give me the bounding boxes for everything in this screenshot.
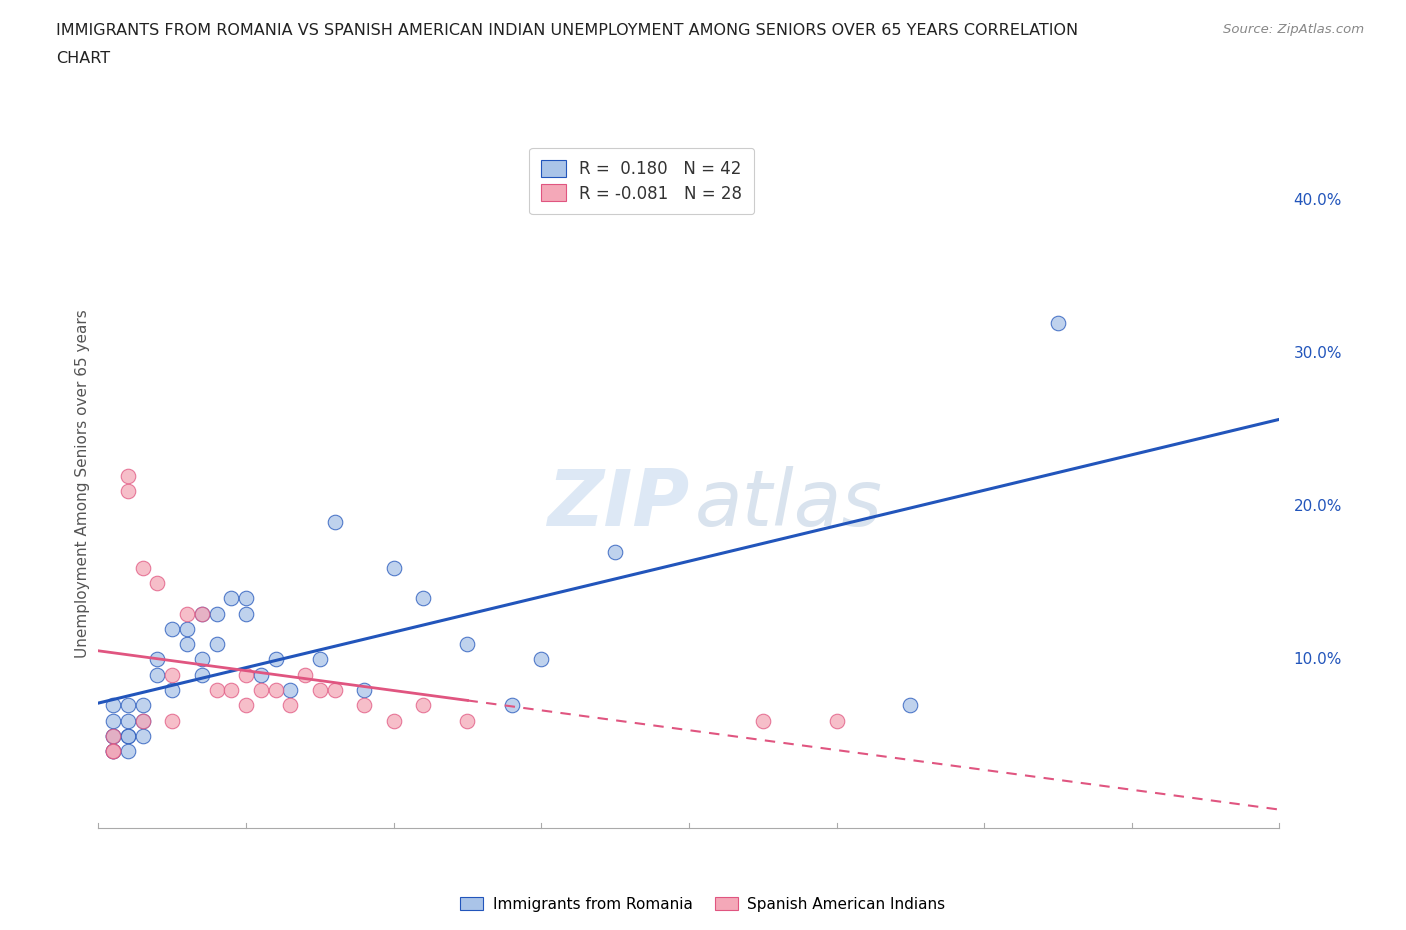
Point [278,698,301,712]
Point [294,668,316,683]
Point [117,744,139,759]
Point [103,744,124,759]
Point [132,560,155,575]
Point [191,606,214,621]
Point [205,683,228,698]
Point [191,606,214,621]
Point [382,560,405,575]
Point [103,744,124,759]
Point [323,514,346,529]
Point [162,683,183,698]
Point [353,698,375,712]
Point [235,606,257,621]
Point [146,668,169,683]
Y-axis label: Unemployment Among Seniors over 65 years: Unemployment Among Seniors over 65 years [75,309,90,658]
Point [264,683,287,698]
Point [103,728,124,743]
Point [162,621,183,636]
Point [264,652,287,667]
Point [117,698,139,712]
Point [323,683,346,698]
Point [219,591,242,605]
Point [117,484,139,498]
Point [250,668,273,683]
Point [278,683,301,698]
Text: CHART: CHART [56,51,110,66]
Point [103,713,124,728]
Point [191,652,214,667]
Point [412,698,434,712]
Point [382,713,405,728]
Point [412,591,434,605]
Point [605,545,627,560]
Point [146,576,169,591]
Point [235,591,257,605]
Point [162,668,183,683]
Point [117,728,139,743]
Legend: R =  0.180   N = 42, R = -0.081   N = 28: R = 0.180 N = 42, R = -0.081 N = 28 [530,148,754,214]
Point [132,698,155,712]
Point [353,683,375,698]
Point [117,469,139,484]
Point [103,744,124,759]
Point [191,668,214,683]
Text: atlas: atlas [695,466,883,542]
Point [219,683,242,698]
Text: 20.0%: 20.0% [1294,499,1341,514]
Point [456,713,478,728]
Point [308,652,332,667]
Point [103,698,124,712]
Point [146,652,169,667]
Point [205,637,228,652]
Point [235,698,257,712]
Point [308,683,332,698]
Point [117,728,139,743]
Point [751,713,773,728]
Text: 40.0%: 40.0% [1294,193,1341,208]
Point [132,713,155,728]
Text: ZIP: ZIP [547,466,689,542]
Point [103,744,124,759]
Point [235,668,257,683]
Text: 30.0%: 30.0% [1294,346,1343,361]
Point [176,621,198,636]
Text: 10.0%: 10.0% [1294,652,1341,667]
Point [501,698,523,712]
Point [162,713,183,728]
Point [103,728,124,743]
Point [898,698,921,712]
Point [132,728,155,743]
Point [456,637,478,652]
Point [103,728,124,743]
Point [176,606,198,621]
Point [1046,315,1069,330]
Point [132,713,155,728]
Point [176,637,198,652]
Text: IMMIGRANTS FROM ROMANIA VS SPANISH AMERICAN INDIAN UNEMPLOYMENT AMONG SENIORS OV: IMMIGRANTS FROM ROMANIA VS SPANISH AMERI… [56,23,1078,38]
Point [205,606,228,621]
Point [250,683,273,698]
Point [117,713,139,728]
Point [530,652,553,667]
Legend: Immigrants from Romania, Spanish American Indians: Immigrants from Romania, Spanish America… [454,890,952,918]
Point [825,713,848,728]
Text: Source: ZipAtlas.com: Source: ZipAtlas.com [1223,23,1364,36]
